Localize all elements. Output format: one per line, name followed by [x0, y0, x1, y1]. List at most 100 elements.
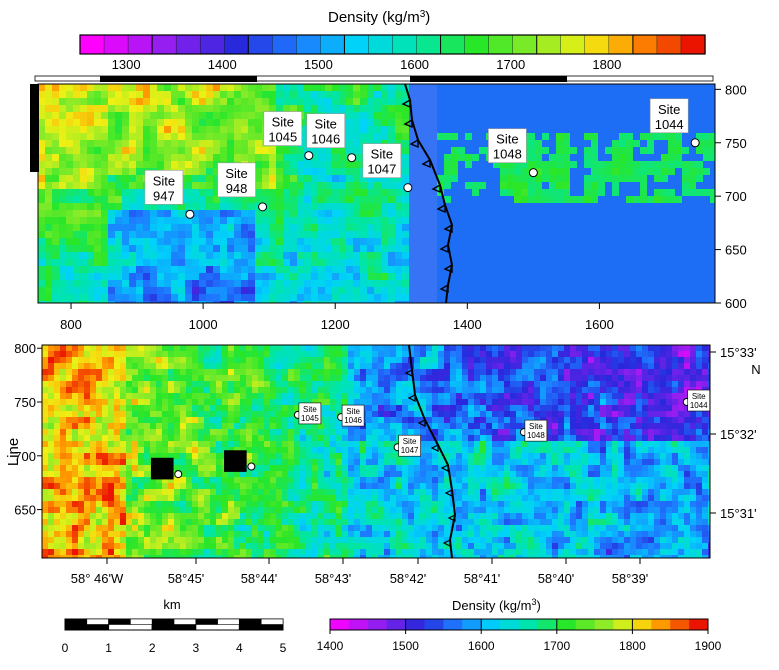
density-cell [479, 245, 487, 253]
density-cell [126, 363, 133, 370]
density-cell [80, 287, 88, 295]
density-cell [696, 98, 704, 106]
site-label-line2: 947 [153, 188, 175, 203]
density-cell [472, 91, 480, 99]
density-cell [288, 393, 295, 400]
density-cell [87, 210, 95, 218]
density-cell [276, 357, 283, 364]
density-cell [630, 345, 637, 352]
density-cell [234, 224, 242, 232]
density-cell [661, 182, 669, 190]
density-cell [60, 417, 67, 424]
density-cell [558, 411, 565, 418]
density-cell [689, 252, 697, 260]
density-cell [311, 91, 319, 99]
density-cell [276, 252, 284, 260]
density-cell [213, 91, 221, 99]
density-cell [710, 133, 715, 141]
density-cell [234, 393, 241, 400]
density-cell [276, 405, 283, 412]
density-cell [426, 363, 433, 370]
density-cell [409, 126, 417, 134]
density-cell [552, 393, 559, 400]
density-cell [330, 351, 337, 358]
density-cell [626, 203, 634, 211]
density-cell [234, 126, 242, 134]
density-cell [514, 266, 522, 274]
density-cell [339, 238, 347, 246]
density-cell [126, 399, 133, 406]
density-cell [600, 399, 607, 406]
density-cell [675, 266, 683, 274]
density-cell [283, 105, 291, 113]
density-cell [269, 217, 277, 225]
density-cell [388, 196, 396, 204]
density-cell [210, 417, 217, 424]
density-cell [450, 417, 457, 424]
density-cell [558, 393, 565, 400]
density-cell [353, 126, 361, 134]
density-cell [450, 357, 457, 364]
density-cell [129, 112, 137, 120]
density-cell [642, 345, 649, 352]
density-cell [654, 154, 662, 162]
density-cell [612, 189, 620, 197]
density-cell [458, 154, 466, 162]
density-cell [332, 231, 340, 239]
density-cell [619, 245, 627, 253]
density-cell [72, 435, 79, 442]
density-cell [94, 91, 102, 99]
density-cell [516, 387, 523, 394]
density-cell [94, 189, 102, 197]
density-cell [708, 435, 710, 442]
density-cell [577, 119, 585, 127]
density-cell [395, 175, 403, 183]
density-cell [423, 133, 431, 141]
density-cell [52, 112, 60, 120]
density-cell [66, 429, 73, 436]
density-cell [346, 126, 354, 134]
density-cell [38, 196, 46, 204]
density-cell [150, 105, 158, 113]
density-cell [66, 266, 74, 274]
density-cell [384, 423, 391, 430]
density-cell [636, 393, 643, 400]
density-cell [426, 399, 433, 406]
density-cell [94, 112, 102, 120]
density-cell [591, 189, 599, 197]
density-cell [689, 245, 697, 253]
density-cell [409, 231, 417, 239]
density-cell [682, 168, 690, 176]
density-cell [591, 294, 599, 302]
density-cell [666, 375, 673, 382]
density-cell [444, 369, 451, 376]
density-cell [626, 84, 634, 92]
density-cell [661, 280, 669, 288]
density-cell [108, 217, 116, 225]
density-cell [552, 369, 559, 376]
density-cell [73, 287, 81, 295]
density-cell [248, 217, 256, 225]
density-cell [94, 231, 102, 239]
density-cell [675, 273, 683, 281]
density-cell [474, 405, 481, 412]
density-cell [38, 238, 46, 246]
density-cell [241, 238, 249, 246]
density-cell [633, 203, 641, 211]
density-cell [690, 363, 697, 370]
density-cell [276, 345, 283, 352]
density-cell [504, 393, 511, 400]
density-cell [521, 196, 529, 204]
density-cell [605, 294, 613, 302]
density-cell [150, 98, 158, 106]
density-cell [38, 112, 46, 120]
density-cell [395, 98, 403, 106]
density-cell [535, 266, 543, 274]
density-cell [381, 301, 389, 303]
density-cell [42, 399, 49, 406]
density-cell [570, 119, 578, 127]
density-cell [444, 168, 452, 176]
density-cell [450, 423, 457, 430]
density-cell [661, 161, 669, 169]
density-cell [311, 231, 319, 239]
